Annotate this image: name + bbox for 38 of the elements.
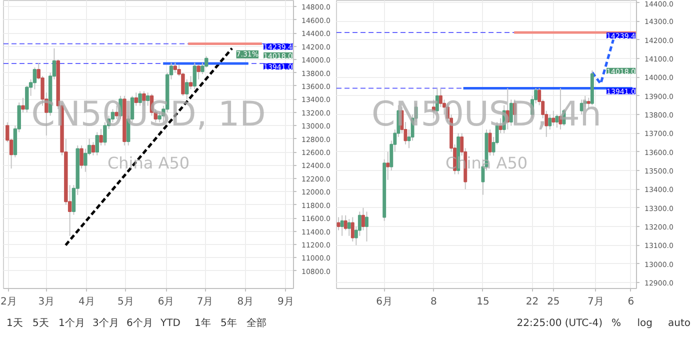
text: % bbox=[612, 318, 622, 329]
x-tick-label: 8月 bbox=[237, 296, 254, 308]
candlestick bbox=[192, 62, 197, 90]
x-tick-label: 25 bbox=[547, 296, 560, 308]
text: 1个月 bbox=[58, 317, 85, 329]
x-tick-label: 9月 bbox=[278, 296, 294, 308]
candlestick bbox=[185, 78, 189, 100]
text: 5天 bbox=[32, 318, 49, 329]
x-tick-label: 15 bbox=[476, 296, 490, 308]
text: YTD bbox=[160, 318, 181, 329]
candlestick bbox=[80, 144, 84, 170]
text: 1年 bbox=[194, 317, 211, 329]
text: 6个月 bbox=[126, 317, 153, 329]
candlestick bbox=[21, 97, 25, 113]
text: 全部 bbox=[246, 317, 266, 329]
text: 3个月 bbox=[92, 317, 119, 329]
x-tick-label: 22 bbox=[526, 296, 539, 308]
text: auto bbox=[668, 318, 691, 329]
x-tick-label: 6月 bbox=[158, 296, 174, 308]
candlestick bbox=[196, 64, 200, 80]
text: log bbox=[637, 318, 653, 329]
candlestick bbox=[91, 142, 96, 156]
text: 5年 bbox=[220, 317, 237, 329]
x-tick-label: 2月 bbox=[0, 296, 17, 308]
annotation: China A50 bbox=[107, 154, 190, 172]
x-tick-label: 3月 bbox=[38, 296, 55, 308]
x-tick-label: 4月 bbox=[78, 296, 95, 308]
x-tick-label: 5月 bbox=[118, 296, 134, 308]
x-tick-label: 8 bbox=[430, 296, 437, 308]
candlestick bbox=[95, 132, 99, 156]
x-tick-label: 7月 bbox=[196, 296, 214, 308]
x-tick-label: 7月 bbox=[588, 296, 604, 308]
candlestick bbox=[188, 76, 193, 90]
x-tick-label: 6 bbox=[628, 296, 634, 308]
x-tick-label: 6月 bbox=[376, 296, 393, 308]
candlestick bbox=[173, 62, 178, 74]
text: 22:25:00 (UTC-4) bbox=[516, 318, 603, 329]
text: 1天 bbox=[6, 318, 23, 329]
